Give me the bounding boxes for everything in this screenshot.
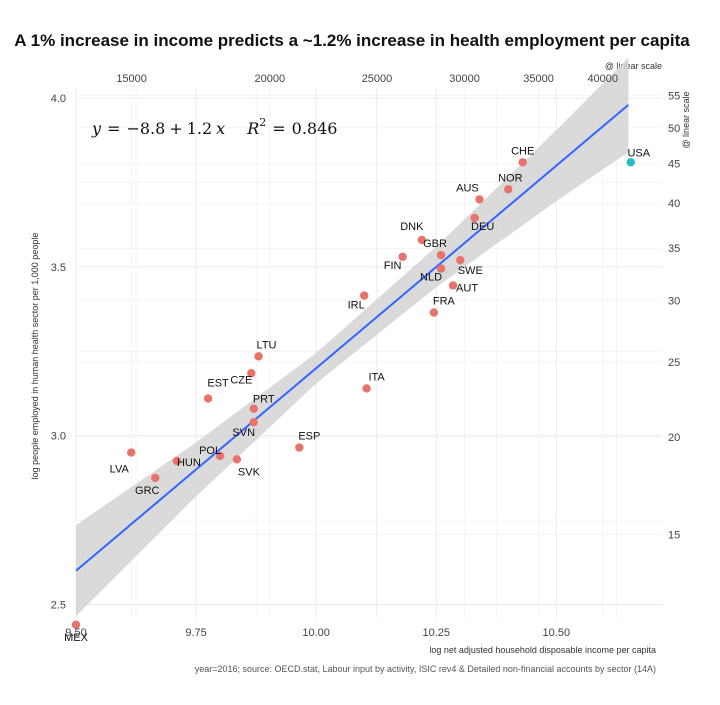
- point-lva: [127, 448, 136, 457]
- point-label-nld: NLD: [420, 272, 442, 284]
- x-top-tick-label: 35000: [523, 73, 554, 85]
- x-top-tick-label: 40000: [587, 73, 618, 85]
- point-aut: [448, 281, 458, 290]
- point-nld: [436, 264, 446, 273]
- point-label-mex: MEX: [64, 632, 89, 644]
- point-aus: [475, 195, 484, 204]
- x-tick-label: 10.25: [422, 627, 450, 639]
- y-right-tick-label: 40: [668, 198, 680, 210]
- point-label-usa: USA: [627, 147, 650, 159]
- point-svk: [232, 455, 242, 464]
- point-fra: [429, 308, 439, 317]
- point-label-cze: CZE: [230, 374, 252, 386]
- y-right-tick-label: 35: [668, 243, 680, 255]
- point-gbr: [436, 250, 446, 260]
- y-right-tick-label: 15: [668, 529, 680, 541]
- point-label-che: CHE: [511, 145, 534, 157]
- point-dnk: [417, 235, 427, 245]
- point-che: [518, 158, 527, 167]
- x-tick-label: 10.00: [302, 627, 330, 639]
- point-label-irl: IRL: [348, 300, 365, 312]
- point-label-swe: SWE: [458, 265, 483, 277]
- regression-line: [75, 104, 630, 572]
- point-usa: [626, 158, 635, 167]
- point-label-lva: LVA: [110, 464, 130, 476]
- y-right-tick-label: 45: [668, 158, 680, 170]
- x-axis-label: log net adjusted household disposable in…: [429, 645, 656, 655]
- y-tick-label: 4.0: [51, 93, 66, 105]
- point-est: [203, 394, 213, 403]
- points-layer: [71, 158, 635, 629]
- point-label-ltu: LTU: [257, 339, 277, 351]
- regression-equation: y = −8.8 +1.2 x R2 = 0.846: [91, 116, 337, 138]
- point-label-esp: ESP: [298, 431, 320, 443]
- point-cze: [247, 369, 256, 378]
- point-label-pol: POL: [199, 445, 221, 457]
- y-tick-label: 2.5: [51, 599, 66, 611]
- point-label-deu: DEU: [471, 221, 494, 233]
- right-axis-label: @ linear scale: [681, 91, 691, 148]
- point-label-est: EST: [207, 378, 229, 390]
- x-top-tick-label: 30000: [449, 73, 480, 85]
- point-label-aut: AUT: [456, 282, 478, 294]
- point-nor: [504, 185, 513, 194]
- point-label-hun: HUN: [177, 457, 201, 469]
- x-top-tick-label: 15000: [116, 73, 147, 85]
- axis-ticks-layer: 9.50 9.75 10.00 10.25 10.50 2.5 3.0 3.5 4.0 15000…: [51, 73, 681, 639]
- y-right-tick-label: 20: [668, 432, 680, 444]
- x-tick-label: 9.75: [185, 627, 206, 639]
- x-top-tick-label: 25000: [362, 73, 393, 85]
- point-label-fra: FRA: [433, 295, 456, 307]
- top-axis-label: @ linear scale: [605, 61, 662, 71]
- y-right-tick-label: 50: [668, 123, 680, 135]
- x-tick-label: 10.50: [543, 627, 571, 639]
- y-tick-label: 3.0: [51, 431, 66, 443]
- y-tick-label: 3.5: [51, 262, 66, 274]
- y-right-tick-label: 30: [668, 295, 680, 307]
- point-labels-layer: CHE NOR AUS DEU DNK GBR FIN SWE NLD AUT IRL FRA LTU C…: [64, 145, 651, 643]
- point-label-svk: SVK: [238, 466, 261, 478]
- point-fin: [398, 252, 407, 261]
- point-pol: [215, 451, 225, 461]
- point-mex: [71, 620, 81, 629]
- point-label-gbr: GBR: [423, 238, 447, 250]
- point-label-nor: NOR: [498, 172, 523, 184]
- x-tick-label: 9.50: [65, 627, 86, 639]
- point-ltu: [254, 352, 263, 361]
- point-svn: [249, 418, 258, 427]
- y-axis-label: log people employed in human health sect…: [30, 233, 40, 480]
- point-swe: [456, 255, 465, 265]
- point-grc: [151, 473, 160, 483]
- point-label-fin: FIN: [384, 260, 402, 272]
- regression-line-layer: [75, 104, 630, 572]
- point-label-ita: ITA: [368, 371, 385, 383]
- caption: year=2016; source: OECD.stat, Labour inp…: [195, 664, 656, 674]
- y-right-tick-label: 25: [668, 357, 680, 369]
- point-esp: [295, 443, 304, 452]
- point-label-svn: SVN: [232, 427, 255, 439]
- point-label-grc: GRC: [135, 485, 160, 497]
- point-label-dnk: DNK: [400, 221, 424, 233]
- point-hun: [172, 456, 182, 466]
- grid-layer: [75, 88, 662, 618]
- point-ita: [362, 384, 371, 393]
- point-deu: [470, 213, 479, 223]
- point-label-aus: AUS: [456, 182, 479, 194]
- point-label-prt: PRT: [253, 394, 275, 406]
- x-top-tick-label: 20000: [255, 73, 286, 85]
- point-irl: [359, 291, 369, 300]
- point-prt: [249, 404, 258, 413]
- y-right-tick-label: 55: [668, 91, 680, 103]
- chart-title: A 1% increase in income predicts a ~1.2%…: [14, 31, 690, 50]
